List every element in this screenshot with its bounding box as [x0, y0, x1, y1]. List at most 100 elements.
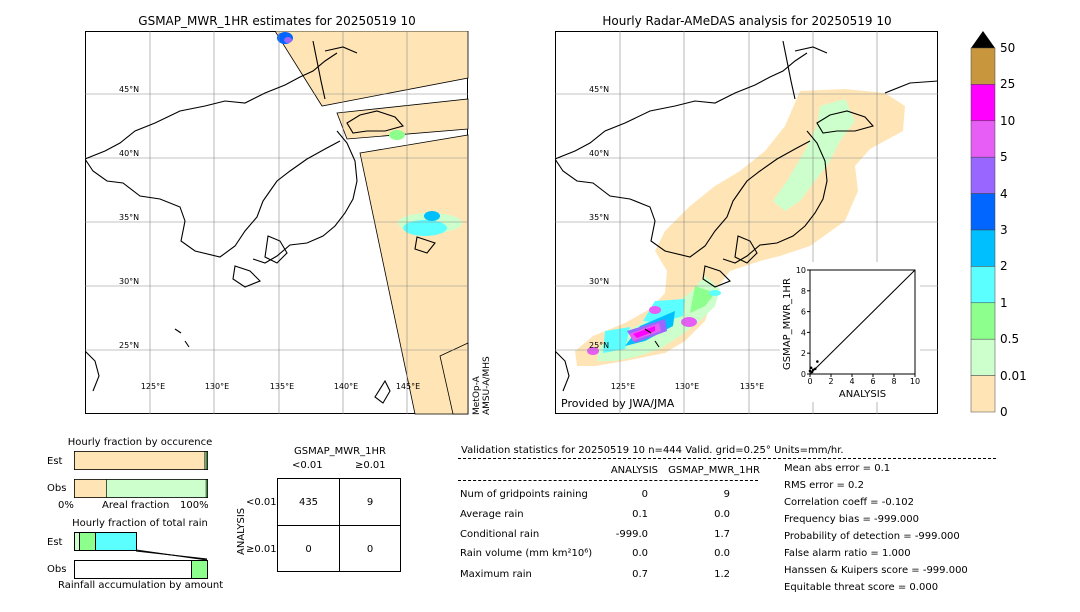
left-rain-patch — [424, 211, 440, 221]
scatter-xtick-label: 4 — [849, 377, 854, 386]
colorbar-label: 1 — [1000, 295, 1008, 310]
validation-row-gsmap: 1.7 — [714, 529, 730, 540]
contingency-cell: 0 — [366, 544, 374, 555]
scatter-point — [813, 367, 817, 371]
lon-label: 125°E — [611, 382, 635, 391]
right-lon-labels: 125°E 130°E 135°E — [611, 382, 764, 391]
left-map: 45°N 40°N 35°N 30°N 25°N 125°E 130°E 135… — [85, 31, 469, 415]
totalrain-est-label: Est — [47, 537, 63, 548]
score-line: Probability of detection = -999.000 — [784, 531, 960, 542]
colorbar-segment — [970, 193, 996, 231]
colorbar-segment — [970, 375, 996, 413]
scatter-xtick-label: 2 — [828, 377, 833, 386]
colorbar-segment — [970, 84, 996, 122]
lat-label: 30°N — [589, 277, 609, 286]
right-rain-lightgreen — [773, 99, 855, 211]
left-gridlines — [85, 31, 468, 414]
lon-label: 130°E — [205, 382, 229, 391]
totalrain-obs-bar — [74, 560, 208, 579]
right-map-title: Hourly Radar-AMeDAS analysis for 2025051… — [602, 14, 892, 28]
lon-label: 145°E — [396, 382, 420, 391]
lon-label: 130°E — [675, 382, 699, 391]
occurence-est-label: Est — [47, 456, 63, 467]
left-swath-south — [439, 342, 469, 415]
right-rain-cyan — [603, 327, 630, 353]
scatter-point — [811, 368, 815, 372]
occurence-bar-segment — [205, 479, 208, 498]
colorbar-label: 4 — [1000, 186, 1008, 201]
validation-col-gsmap: GSMAP_MWR_1HR — [668, 465, 760, 476]
validation-table-rule — [458, 480, 758, 481]
scatter-xtick-label: 8 — [891, 377, 896, 386]
occurence-bar-segment — [205, 451, 208, 470]
lat-label: 40°N — [119, 149, 139, 158]
right-rain-cyan — [643, 299, 685, 323]
lat-label: 45°N — [589, 85, 609, 94]
validation-row-gsmap: 9 — [723, 489, 730, 500]
totalrain-est-seg — [95, 532, 137, 551]
right-rain-green — [690, 286, 715, 313]
right-map: 45°N 40°N 35°N 30°N 25°N 125°E 130°E 135… — [555, 31, 939, 414]
left-swath-mid — [336, 98, 469, 140]
validation-row-analysis: -999.0 — [615, 529, 648, 540]
right-rain-violet — [587, 347, 599, 355]
contingency-cell: 9 — [366, 497, 374, 508]
validation-row-analysis: 0 — [641, 489, 648, 500]
scatter-xtick-label: 10 — [910, 377, 920, 386]
totalrain-est-seg — [79, 532, 96, 551]
totalrain-xlabel: Rainfall accumulation by amount — [58, 580, 224, 591]
scatter-inset: 0 2 4 6 8 10 0 2 4 6 8 10 — [780, 262, 920, 402]
scatter-xtick-label: 6 — [870, 377, 875, 386]
scatter-point — [809, 366, 813, 370]
right-rain-violet — [649, 306, 661, 314]
left-rain-patch — [403, 220, 447, 236]
colorbar-label: 10 — [1000, 113, 1016, 128]
colorbar-segment — [970, 302, 996, 340]
left-lat-labels: 45°N 40°N 35°N 30°N 25°N — [119, 85, 139, 350]
totalrain-obs-label: Obs — [47, 564, 67, 575]
scatter-ytick-label: 6 — [801, 308, 806, 317]
colorbar-label: 5 — [1000, 150, 1008, 165]
right-rain-cyan — [709, 290, 721, 296]
validation-row-analysis: 0.7 — [632, 569, 648, 580]
validation-header: Validation statistics for 20250519 10 n=… — [461, 445, 844, 456]
left-coastlines — [85, 40, 436, 404]
scatter-point — [816, 360, 819, 363]
validation-row-analysis: 0.0 — [632, 548, 648, 559]
contingency-grid: 435 9 0 0 — [277, 478, 401, 572]
scatter-ytick-label: 8 — [801, 287, 806, 296]
colorbar-label: 0.01 — [1000, 368, 1027, 383]
left-swath-north — [274, 31, 469, 107]
colorbar-label: 0 — [1000, 405, 1008, 419]
contingency-row-header: ≥0.01 — [246, 544, 277, 555]
left-map-sidenote-1: MetOp-A — [472, 376, 482, 415]
contingency-col-header: <0.01 — [292, 460, 323, 471]
score-line: Hanssen & Kuipers score = -999.000 — [784, 565, 968, 576]
lon-label: 140°E — [334, 382, 358, 391]
validation-row-gsmap: 0.0 — [714, 509, 730, 520]
scatter-xtick-label: 0 — [807, 377, 812, 386]
scatter-diagonal — [809, 269, 916, 375]
colorbar-label: 3 — [1000, 223, 1008, 237]
occurence-bars — [74, 451, 208, 498]
validation-row-label: Num of gridpoints raining — [460, 489, 588, 500]
totalrain-est-seg — [74, 532, 80, 551]
colorbar-top-arrow — [971, 31, 995, 48]
lat-label: 25°N — [119, 341, 139, 350]
totalrain-obs-seg — [191, 560, 208, 579]
validation-header-rule — [458, 458, 996, 459]
score-line: Frequency bias = -999.000 — [784, 514, 919, 525]
lat-label: 30°N — [119, 277, 139, 286]
colorbar-segment — [970, 338, 996, 376]
contingency-title: GSMAP_MWR_1HR — [294, 446, 386, 457]
right-rain-violet — [681, 317, 697, 327]
left-rain-patch — [389, 130, 405, 140]
contingency-cell: 435 — [298, 497, 319, 508]
right-map-credit: Provided by JWA/JMA — [561, 397, 675, 410]
score-line: Correlation coeff = -0.102 — [784, 497, 914, 508]
score-line: False alarm ratio = 1.000 — [784, 548, 911, 559]
occurence-title: Hourly fraction by occurence — [67, 437, 213, 448]
occurence-bar-segment — [106, 479, 207, 498]
lat-label: 35°N — [119, 213, 139, 222]
occurence-bar-segment — [74, 479, 107, 498]
